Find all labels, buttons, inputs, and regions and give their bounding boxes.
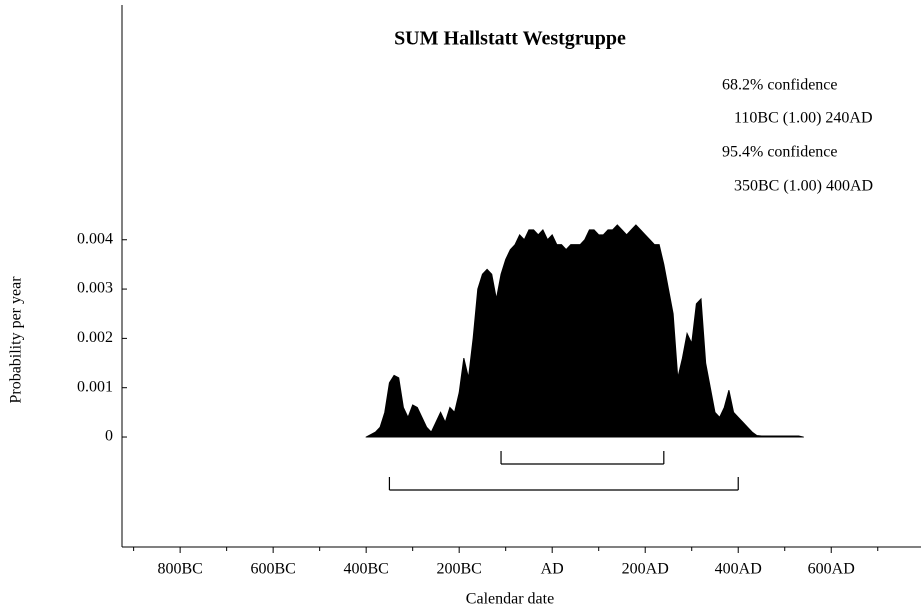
- range-label: 110BC (1.00) 240AD: [734, 110, 873, 127]
- y-tick-label: 0.002: [77, 329, 113, 346]
- range-label: 350BC (1.00) 400AD: [734, 178, 873, 195]
- x-tick-label: 200BC: [437, 561, 482, 578]
- range-level: 68.2% confidence: [722, 77, 838, 94]
- x-tick-label: 200AD: [622, 561, 669, 578]
- probability-area: [365, 224, 804, 438]
- x-tick-label: AD: [541, 561, 564, 578]
- range-level: 95.4% confidence: [722, 144, 838, 161]
- x-tick-label: 400AD: [715, 561, 762, 578]
- y-axis-label: Probability per year: [8, 276, 25, 404]
- y-tick-label: 0: [105, 428, 113, 445]
- y-tick-label: 0.004: [77, 230, 113, 247]
- x-tick-label: 400BC: [343, 561, 388, 578]
- y-tick-label: 0.001: [77, 378, 113, 395]
- x-tick-label: 600BC: [250, 561, 295, 578]
- x-axis-label: Calendar date: [466, 591, 554, 608]
- y-tick-label: 0.003: [77, 280, 113, 297]
- x-tick-label: 800BC: [157, 561, 202, 578]
- x-tick-label: 600AD: [808, 561, 855, 578]
- chart-title: SUM Hallstatt Westgruppe: [394, 28, 626, 50]
